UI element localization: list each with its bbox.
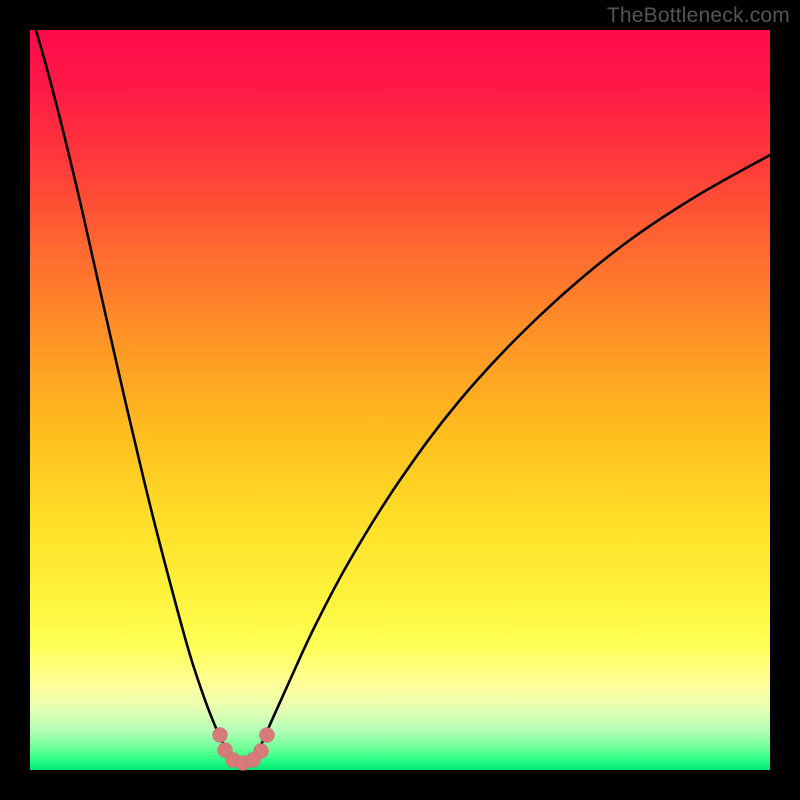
chart-stage: TheBottleneck.com — [0, 0, 800, 800]
min-marker — [254, 744, 269, 759]
min-marker — [260, 728, 275, 743]
min-marker — [213, 728, 228, 743]
watermark-label: TheBottleneck.com — [607, 4, 790, 28]
gradient-background — [30, 30, 770, 770]
bottleneck-chart — [0, 0, 800, 800]
